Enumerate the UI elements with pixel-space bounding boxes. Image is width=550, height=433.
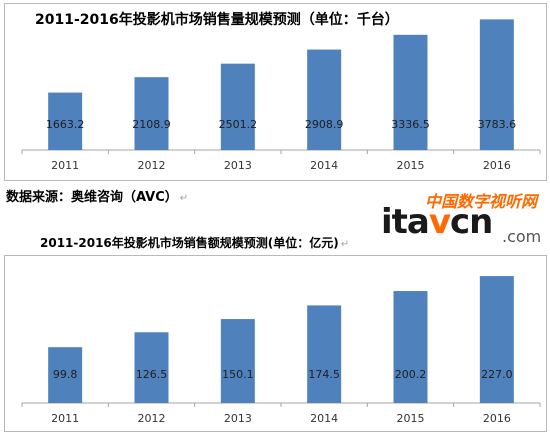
- bar: [134, 332, 169, 403]
- watermark-logo-part: cn: [450, 202, 493, 242]
- x-tick-label: 2012: [138, 159, 166, 172]
- bar: [393, 291, 428, 403]
- watermark-domain: .com: [502, 227, 542, 246]
- data-label: 2108.9: [132, 118, 171, 131]
- data-label: 2501.2: [219, 118, 258, 131]
- bar: [393, 34, 428, 150]
- sales-revenue-chart: 99.8 2011 126.5 2012 150.1 2013 174.5 2014 200.2…: [4, 255, 547, 432]
- sales-volume-chart: 2011-2016年投影机市场销售量规模预测（单位：千台） 1663.2 2011…: [4, 3, 547, 181]
- x-tick-label: 2013: [224, 412, 252, 425]
- x-tick-label: 2011: [51, 159, 79, 172]
- data-label: 1663.2: [46, 118, 85, 131]
- bar: [220, 63, 255, 150]
- bar: [307, 49, 342, 151]
- data-source: 数据来源：奥维咨询（AVC） ↵: [6, 186, 188, 205]
- chart-title: 2011-2016年投影机市场销售额规模预测(单位：亿元): [40, 236, 339, 250]
- paragraph-mark: ↵: [179, 193, 189, 204]
- watermark-logo-accent: v: [428, 202, 451, 242]
- x-tick-label: 2013: [224, 159, 252, 172]
- bar: [307, 305, 342, 403]
- x-tick-label: 2011: [51, 412, 79, 425]
- bar: [134, 77, 169, 150]
- bar: [479, 19, 514, 150]
- data-label: 200.2: [395, 368, 427, 381]
- bar: [220, 319, 255, 403]
- data-label: 3336.5: [391, 118, 430, 131]
- paragraph-mark: ↵: [340, 239, 350, 250]
- bar: [48, 92, 83, 150]
- data-label: 3783.6: [478, 118, 517, 131]
- x-tick-label: 2014: [310, 159, 338, 172]
- x-tick-label: 2015: [397, 159, 425, 172]
- data-source-text: 数据来源：奥维咨询（AVC）: [6, 190, 178, 205]
- sales-volume-plot: 1663.2 2011 2108.9 2012 2501.2 2013 2908.9 2014…: [21, 19, 541, 172]
- x-tick-label: 2015: [397, 412, 425, 425]
- x-tick-label: 2014: [310, 412, 338, 425]
- watermark-logo-part: ita: [381, 202, 430, 242]
- data-label: 174.5: [308, 368, 340, 381]
- sales-revenue-plot: 99.8 2011 126.5 2012 150.1 2013 174.5 2014 200.2…: [21, 276, 541, 425]
- x-tick-label: 2016: [483, 159, 511, 172]
- data-label: 99.8: [53, 368, 78, 381]
- data-label: 227.0: [481, 368, 513, 381]
- data-label: 126.5: [136, 368, 168, 381]
- chart-title: 2011-2016年投影机市场销售量规模预测（单位：千台）: [35, 12, 399, 28]
- bar: [48, 347, 83, 403]
- x-tick-label: 2012: [138, 412, 166, 425]
- x-tick-label: 2016: [483, 412, 511, 425]
- bar: [479, 276, 514, 403]
- data-label: 150.1: [222, 368, 254, 381]
- data-label: 2908.9: [305, 118, 344, 131]
- chart2-heading: 2011-2016年投影机市场销售额规模预测(单位：亿元) ↵: [40, 234, 349, 251]
- watermark-logo: itavcn: [381, 202, 493, 242]
- watermark-chinese: 中国数字视听网: [425, 192, 538, 211]
